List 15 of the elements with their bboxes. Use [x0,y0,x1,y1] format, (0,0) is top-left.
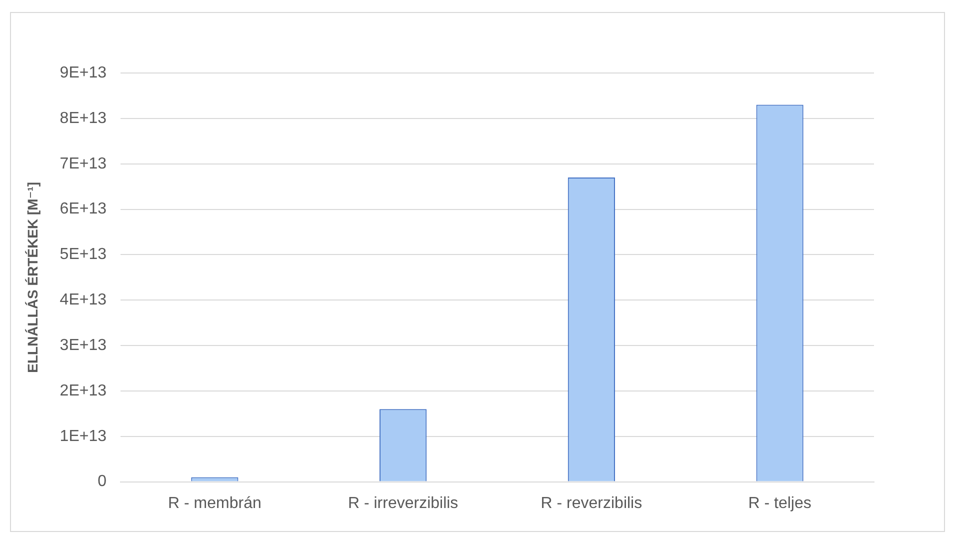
y-tick-label: 8E+13 [60,110,107,127]
y-tick-label: 9E+13 [60,64,107,82]
y-tick-label: 3E+13 [60,336,107,354]
x-tick-label: R - membrán [168,494,262,512]
x-tick-label: R - reverzibilis [540,494,642,512]
x-tick-label: R - irreverzibilis [348,494,458,512]
y-axis-title: ELLNÁLLÁS ÉRTÉKEK [M⁻¹] [24,182,40,373]
y-tick-label: 6E+13 [60,200,107,218]
y-tick-label: 7E+13 [60,155,107,172]
y-tick-label: 0 [98,473,107,490]
y-tick-label: 2E+13 [60,382,107,400]
y-tick-label: 4E+13 [60,292,107,309]
y-tick-label: 1E+13 [60,428,107,445]
x-tick-label: R - teljes [748,494,812,512]
y-tick-label: 5E+13 [60,246,107,264]
